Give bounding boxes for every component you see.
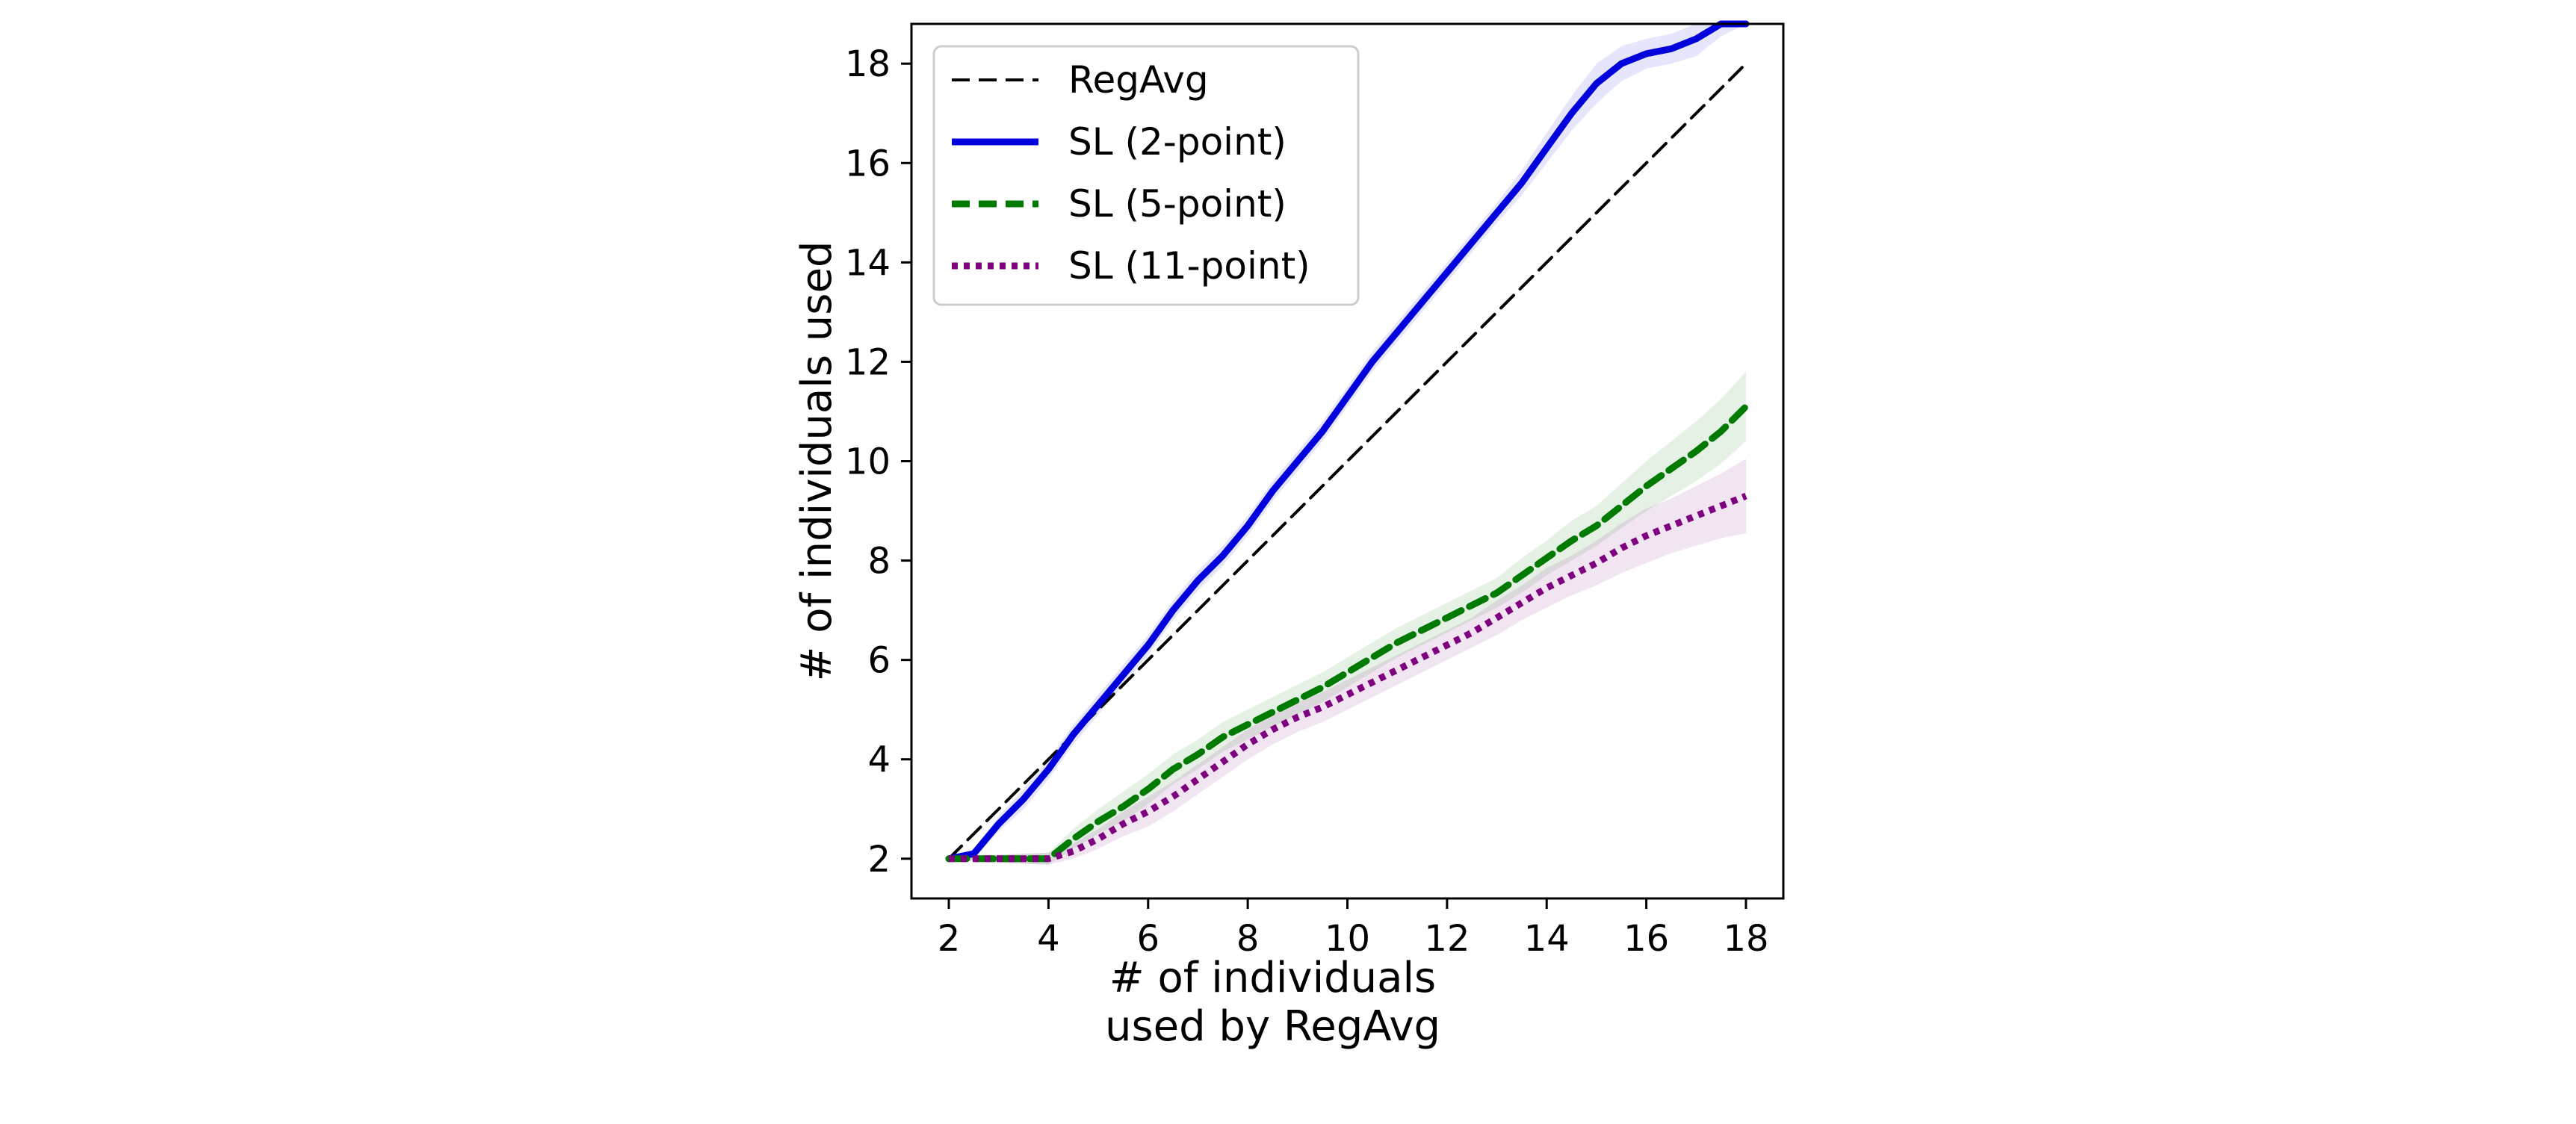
series-line-sl-5-point [945,403,1750,863]
x-tick-label: 12 [1424,918,1470,960]
x-tick-label: 8 [1236,918,1260,960]
x-tick-label: 2 [938,918,961,960]
x-tick-label: 14 [1524,918,1570,960]
x-tick-label: 10 [1325,918,1370,960]
legend-label-sl-2-point: SL (2-point) [1068,120,1287,164]
x-tick-label: 16 [1623,918,1669,960]
y-axis-label: # of individuals used [793,241,841,682]
x-axis: 2 4 6 8 10 12 14 16 18 [938,898,1769,960]
y-tick-label: 10 [845,441,891,483]
band-sl-5-point [949,371,1746,865]
y-tick-label: 6 [867,640,891,682]
y-tick-label: 14 [845,242,891,284]
y-tick-label: 18 [845,43,891,85]
y-tick-label: 12 [845,341,891,383]
legend-label-sl-11-point: SL (11-point) [1068,244,1310,288]
legend-box [932,45,1360,306]
x-axis-label-line-2: used by RegAvg [1105,1002,1440,1051]
x-tick-label: 6 [1136,918,1159,960]
x-tick-label: 18 [1723,918,1768,960]
y-tick-label: 2 [867,839,891,881]
series-line-sl-11-point [949,492,1747,863]
series-lines [945,20,1750,863]
y-tick-label: 4 [867,739,891,781]
y-axis: 2 4 6 8 10 12 14 16 18 [845,43,911,881]
y-tick-label: 8 [867,541,891,583]
legend-label-sl-5-point: SL (5-point) [1068,182,1287,226]
legend-label-regavg: RegAvg [1068,58,1209,102]
x-axis-label-line-1: # of individuals [1109,954,1436,1002]
y-tick-label: 16 [845,143,891,184]
legend: RegAvg SL (2-point) SL (5-point) SL (11-poi… [932,45,1360,306]
x-tick-label: 4 [1037,918,1060,960]
series-line-sl-2-point [945,20,1750,863]
